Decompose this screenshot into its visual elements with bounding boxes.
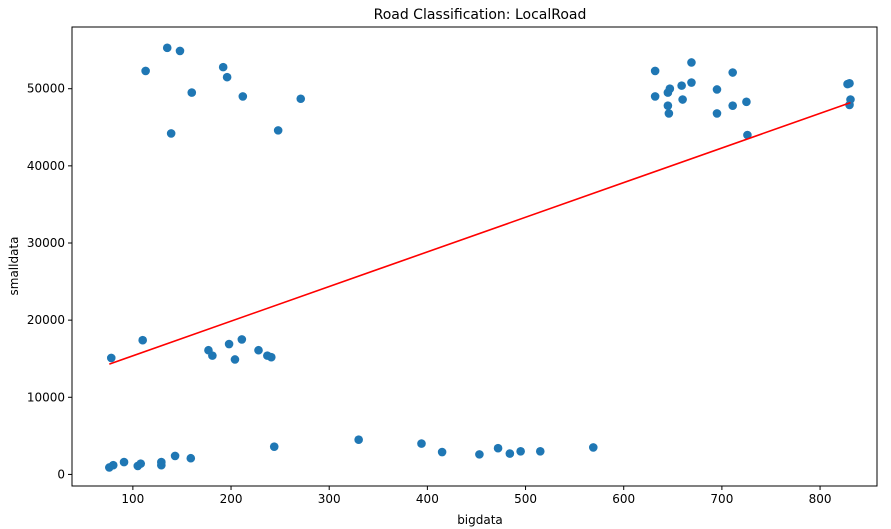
data-point <box>273 126 283 135</box>
data-point <box>175 46 185 56</box>
data-point <box>712 109 722 118</box>
data-point <box>237 335 247 344</box>
data-point <box>728 101 737 110</box>
data-point <box>437 447 447 457</box>
data-point <box>687 78 696 87</box>
data-point <box>141 66 150 76</box>
data-point <box>493 443 503 453</box>
x-tick-label: 500 <box>514 492 537 506</box>
data-point <box>728 68 737 77</box>
data-point <box>677 81 686 90</box>
data-point <box>269 442 279 451</box>
x-tick-label: 800 <box>809 492 832 506</box>
data-point <box>106 353 116 363</box>
data-point <box>664 109 674 118</box>
x-tick-label: 400 <box>416 492 439 506</box>
data-point <box>136 459 146 468</box>
plot-area: 100 200 300 400 500 600 700 800 0 10000 20000 30000… <box>27 26 878 506</box>
data-point <box>230 355 240 364</box>
y-tick-label: 40000 <box>27 159 65 173</box>
data-point <box>665 84 675 94</box>
data-point <box>535 446 545 456</box>
x-axis-label: bigdata <box>457 513 503 527</box>
data-point <box>417 439 426 448</box>
data-point <box>678 95 687 104</box>
data-point <box>138 335 147 345</box>
data-point <box>354 435 363 445</box>
data-point <box>266 352 276 362</box>
data-point <box>187 88 197 97</box>
data-point <box>157 457 166 467</box>
data-point <box>650 66 660 76</box>
y-tick-label: 50000 <box>27 82 65 96</box>
data-point <box>222 72 232 82</box>
y-tick-label: 30000 <box>27 236 65 250</box>
data-point <box>296 94 306 104</box>
plot-frame <box>71 26 878 487</box>
x-tick-label: 200 <box>220 492 243 506</box>
data-point <box>663 101 673 110</box>
y-tick-label: 0 <box>57 467 65 481</box>
x-tick-label: 600 <box>612 492 635 506</box>
data-point <box>650 92 660 101</box>
y-axis-label: smalldata <box>7 237 21 296</box>
data-point <box>238 92 248 101</box>
regression-line <box>109 101 851 365</box>
data-point <box>687 58 696 67</box>
data-point <box>224 339 234 349</box>
data-point <box>742 97 751 107</box>
data-point <box>108 460 118 470</box>
data-point <box>588 443 598 452</box>
data-point <box>254 345 263 355</box>
data-point <box>516 446 525 456</box>
y-tick-label: 10000 <box>27 390 65 404</box>
data-point <box>119 457 129 467</box>
x-tick-label: 700 <box>710 492 733 506</box>
data-point <box>162 43 172 53</box>
data-point <box>170 451 180 461</box>
x-tick-label: 300 <box>318 492 341 506</box>
chart-title: Road Classification: LocalRoad <box>374 7 587 23</box>
data-point <box>186 453 196 463</box>
data-point <box>208 351 217 360</box>
data-point <box>475 450 484 459</box>
data-point <box>218 62 228 72</box>
x-tick-label: 100 <box>121 492 144 506</box>
data-point <box>846 95 855 104</box>
data-point <box>743 130 752 140</box>
data-point <box>712 85 722 94</box>
y-tick-label: 20000 <box>27 313 65 327</box>
data-point <box>505 449 515 458</box>
data-point <box>845 79 854 88</box>
data-point <box>166 129 176 138</box>
